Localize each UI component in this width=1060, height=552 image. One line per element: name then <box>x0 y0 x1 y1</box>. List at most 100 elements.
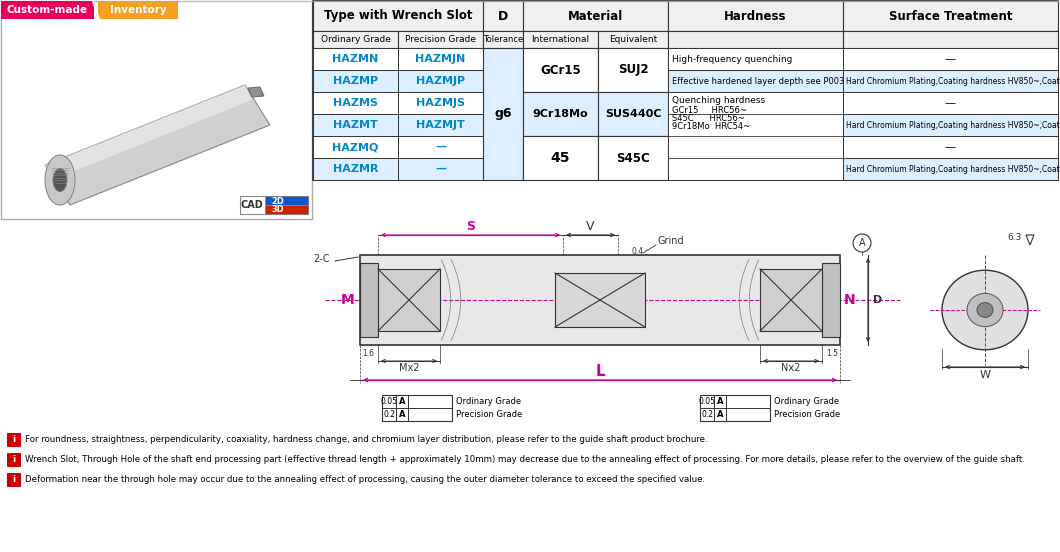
Bar <box>398 136 483 158</box>
Text: Mx2: Mx2 <box>399 363 420 373</box>
FancyBboxPatch shape <box>7 473 21 487</box>
Text: 2D: 2D <box>271 197 284 205</box>
Text: GCr15     HRC56~: GCr15 HRC56~ <box>672 106 747 115</box>
Text: HAZMJN: HAZMJN <box>416 54 465 64</box>
Polygon shape <box>248 87 264 97</box>
Polygon shape <box>1026 235 1034 245</box>
Text: Hard Chromium Plating,Coating hardness HV850~,Coating thickness 3~S3~5μm: Hard Chromium Plating,Coating hardness H… <box>846 164 1060 173</box>
Bar <box>523 92 598 136</box>
Text: Ordinary Grade: Ordinary Grade <box>774 397 840 406</box>
Bar <box>598 136 668 180</box>
Bar <box>378 269 440 331</box>
Text: Hardness: Hardness <box>724 9 787 23</box>
Text: 9Cr18Mo: 9Cr18Mo <box>533 109 588 119</box>
Bar <box>1 1 94 19</box>
Text: Wrench Slot, Through Hole of the shaft end processing part (effective thread len: Wrench Slot, Through Hole of the shaft e… <box>25 455 1025 464</box>
Text: CAD: CAD <box>241 200 263 210</box>
Text: —: — <box>944 54 956 64</box>
Text: 1.5: 1.5 <box>826 348 838 358</box>
Bar <box>398 92 483 114</box>
Bar <box>313 1 1058 180</box>
Text: 0.4: 0.4 <box>632 247 644 257</box>
Text: i: i <box>13 475 16 485</box>
Bar <box>360 263 378 337</box>
Bar <box>843 114 1058 136</box>
Text: D: D <box>873 295 883 305</box>
Text: HAZMN: HAZMN <box>333 54 378 64</box>
Bar <box>2 19 311 217</box>
Text: D: D <box>498 9 508 23</box>
Bar <box>668 48 843 70</box>
Bar <box>313 48 398 70</box>
Text: A: A <box>399 410 405 419</box>
Text: HAZMR: HAZMR <box>333 164 378 174</box>
Bar <box>265 196 308 205</box>
Bar <box>483 48 523 180</box>
Text: —: — <box>944 142 956 152</box>
Text: A: A <box>717 397 723 406</box>
Text: L: L <box>595 364 605 380</box>
Text: HAZMS: HAZMS <box>333 98 378 108</box>
Bar <box>523 31 598 48</box>
Text: Precision Grade: Precision Grade <box>774 410 841 419</box>
Text: —: — <box>435 142 446 152</box>
Text: 3D: 3D <box>271 205 284 215</box>
Text: 9Cr18Mo  HRC54~: 9Cr18Mo HRC54~ <box>672 122 750 131</box>
Bar <box>360 255 840 345</box>
Bar <box>523 136 598 180</box>
Text: Inventory: Inventory <box>109 5 166 15</box>
Text: Precision Grade: Precision Grade <box>456 410 523 419</box>
Bar <box>760 269 822 331</box>
Bar <box>398 31 483 48</box>
Bar <box>822 263 840 337</box>
Bar <box>398 70 483 92</box>
Bar <box>265 205 308 214</box>
Text: Ordinary Grade: Ordinary Grade <box>320 35 390 44</box>
Text: —: — <box>944 98 956 108</box>
Text: 6.3: 6.3 <box>1008 233 1022 242</box>
Ellipse shape <box>967 293 1003 327</box>
Bar <box>313 31 398 48</box>
Bar <box>700 395 770 421</box>
Bar <box>843 92 1058 114</box>
Text: Grind: Grind <box>658 236 685 246</box>
Text: A: A <box>399 397 405 406</box>
Bar <box>398 48 483 70</box>
Bar <box>598 92 668 136</box>
Text: S45C      HRC56~: S45C HRC56~ <box>672 114 745 123</box>
Bar <box>398 114 483 136</box>
Text: International: International <box>531 35 589 44</box>
Bar <box>313 136 398 158</box>
Bar <box>483 31 523 48</box>
Text: N: N <box>844 293 855 307</box>
Bar <box>668 31 843 48</box>
Ellipse shape <box>977 302 993 317</box>
Text: High-frequency quenching: High-frequency quenching <box>672 55 793 63</box>
Bar <box>668 1 843 31</box>
Text: i: i <box>13 436 16 444</box>
Bar <box>843 158 1058 180</box>
Text: HAZMP: HAZMP <box>333 76 378 86</box>
Text: Surface Treatment: Surface Treatment <box>888 9 1012 23</box>
Ellipse shape <box>53 168 67 192</box>
Bar <box>598 48 668 92</box>
Bar <box>523 1 668 31</box>
Text: For roundness, straightness, perpendicularity, coaxiality, hardness change, and : For roundness, straightness, perpendicul… <box>25 436 708 444</box>
Text: SUS440C: SUS440C <box>605 109 661 119</box>
Text: 0.2: 0.2 <box>383 410 395 419</box>
Text: V: V <box>586 220 595 233</box>
Text: HAZMJT: HAZMJT <box>417 120 465 130</box>
Text: 45: 45 <box>551 151 570 165</box>
Text: HAZMT: HAZMT <box>333 120 377 130</box>
Text: HAZMJS: HAZMJS <box>416 98 465 108</box>
Bar <box>523 48 598 92</box>
Text: HAZMQ: HAZMQ <box>333 142 378 152</box>
Bar <box>483 1 523 31</box>
Bar <box>668 92 843 180</box>
Text: SUJ2: SUJ2 <box>618 63 649 77</box>
Bar <box>843 31 1058 48</box>
FancyBboxPatch shape <box>7 433 21 447</box>
Text: Custom-made: Custom-made <box>6 5 88 15</box>
Text: 0.2: 0.2 <box>701 410 713 419</box>
Text: 0.05: 0.05 <box>381 397 398 406</box>
